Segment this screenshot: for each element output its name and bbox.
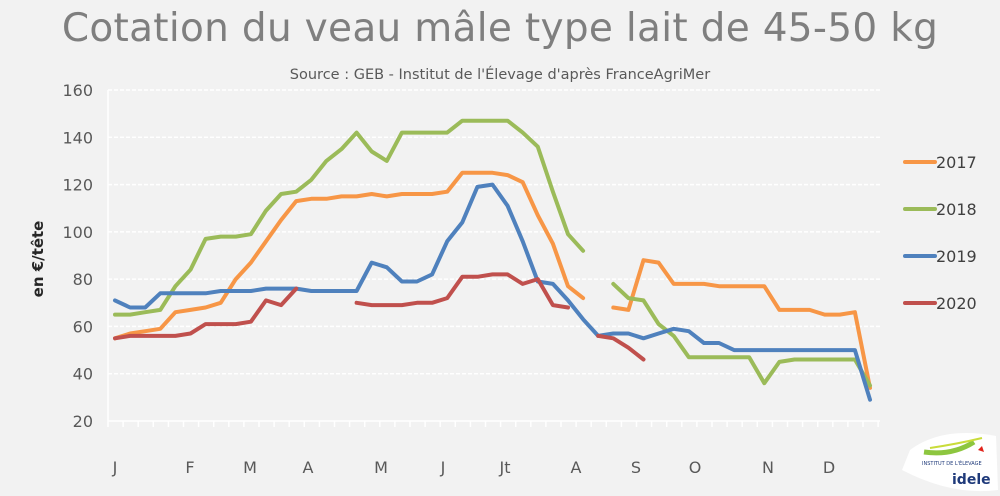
x-tick-label: F: [185, 458, 194, 477]
x-tick-label: D: [823, 458, 835, 477]
logo-subtext: INSTITUT DE L'ÉLEVAGE: [922, 459, 982, 467]
x-tick-label: O: [689, 458, 702, 477]
idele-logo: INSTITUT DE L'ÉLEVAGE idele: [902, 430, 998, 494]
x-tick-label: A: [303, 458, 314, 477]
x-tick-label: S: [631, 458, 641, 477]
x-tick-label: Jt: [499, 458, 511, 477]
legend-label-2019: 2019: [936, 247, 977, 266]
y-tick-label: 120: [62, 176, 93, 195]
legend-label-2018: 2018: [936, 200, 977, 219]
y-tick-label: 100: [62, 223, 93, 242]
y-tick-label: 160: [62, 81, 93, 100]
x-tick-label: J: [440, 458, 446, 477]
y-tick-label: 140: [62, 128, 93, 147]
series-line-2019: [113, 182, 872, 402]
idele-logo-graphic: INSTITUT DE L'ÉLEVAGE idele: [902, 433, 998, 492]
series-line-2018: [113, 118, 872, 388]
y-tick-label: 80: [73, 270, 93, 289]
x-tick-label: M: [374, 458, 388, 477]
series-line-2020: [113, 272, 646, 362]
chart-subtitle: Source : GEB - Institut de l'Élevage d'a…: [289, 67, 711, 83]
y-tick-label: 20: [73, 412, 93, 431]
series-line-2017: [113, 170, 872, 390]
y-tick-label: 60: [73, 317, 93, 336]
x-tick-label: A: [571, 458, 582, 477]
y-tick-label: 40: [73, 365, 93, 384]
chart-title: Cotation du veau mâle type lait de 45-50…: [61, 6, 939, 51]
x-tick-label: J: [112, 458, 118, 477]
legend-label-2020: 2020: [936, 294, 977, 313]
x-tick-label: M: [243, 458, 257, 477]
logo-text: idele: [952, 472, 991, 488]
legend-label-2017: 2017: [936, 153, 977, 172]
x-tick-label: N: [762, 458, 774, 477]
